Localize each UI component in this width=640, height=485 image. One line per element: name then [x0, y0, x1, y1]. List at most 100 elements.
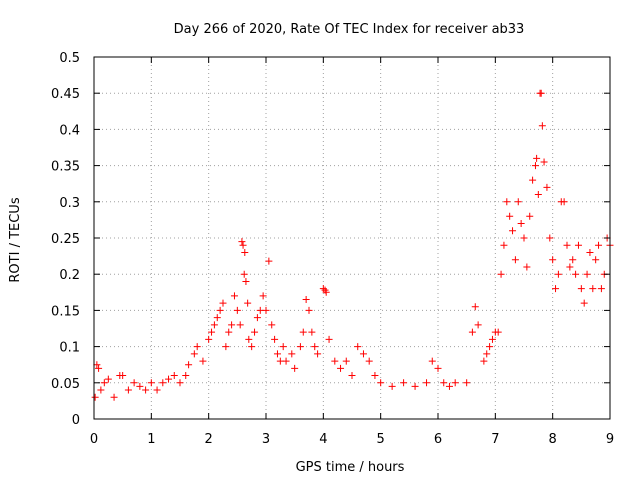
data-point	[153, 386, 161, 394]
data-point	[592, 256, 600, 264]
y-tick-labels: 0 0.05 0.1 0.15 0.2 0.25 0.3 0.35 0.4 0.45 0.5	[51, 51, 80, 428]
data-point	[288, 350, 296, 358]
data-point	[296, 343, 304, 351]
data-point	[142, 386, 150, 394]
data-point	[359, 350, 367, 358]
data-point	[93, 361, 101, 369]
x-tick-label: 5	[377, 432, 385, 447]
data-point	[509, 227, 517, 235]
chart-title: Day 266 of 2020, Rate Of TEC Index for r…	[174, 22, 525, 37]
data-point	[468, 328, 476, 336]
data-point	[388, 382, 396, 390]
data-point	[208, 328, 216, 336]
data-point	[236, 321, 244, 329]
data-point	[434, 364, 442, 372]
data-point	[423, 379, 431, 387]
data-point	[445, 382, 453, 390]
data-point	[119, 372, 127, 380]
data-point	[95, 364, 103, 372]
data-point	[213, 314, 221, 322]
data-point	[279, 343, 287, 351]
data-point	[225, 328, 233, 336]
data-point	[104, 375, 112, 383]
data-point	[543, 183, 551, 191]
data-point	[549, 256, 557, 264]
data-point	[97, 386, 105, 394]
data-point	[322, 288, 330, 296]
data-point	[560, 198, 568, 206]
grid	[94, 57, 610, 419]
data-point	[100, 379, 108, 387]
data-point	[314, 350, 322, 358]
data-point	[400, 379, 408, 387]
data-point	[574, 241, 582, 249]
data-point	[533, 154, 541, 162]
x-tick-label: 9	[606, 432, 614, 447]
data-point	[486, 343, 494, 351]
data-point	[463, 379, 471, 387]
data-point	[251, 328, 259, 336]
data-point	[580, 299, 588, 307]
data-point	[240, 270, 248, 278]
data-point	[563, 241, 571, 249]
data-point	[182, 372, 190, 380]
data-point	[529, 176, 537, 184]
data-point	[325, 335, 333, 343]
data-point	[136, 382, 144, 390]
data-point	[199, 357, 207, 365]
data-point	[483, 350, 491, 358]
data-point	[253, 314, 261, 322]
y-tick-label: 0.5	[59, 51, 80, 66]
data-point	[319, 285, 327, 293]
axis-ticks	[93, 56, 611, 420]
data-point	[233, 306, 241, 314]
y-tick-label: 0.15	[51, 304, 80, 319]
data-point	[506, 212, 514, 220]
data-point	[282, 357, 290, 365]
data-point	[589, 285, 597, 293]
data-point	[500, 241, 508, 249]
data-point	[222, 343, 230, 351]
data-point	[480, 357, 488, 365]
y-axis-label: ROTI / TECUs	[8, 197, 23, 282]
data-point	[110, 393, 118, 401]
x-tick-label: 0	[90, 432, 98, 447]
data-point	[471, 303, 479, 311]
data-point	[520, 234, 528, 242]
data-point	[147, 379, 155, 387]
data-point	[377, 379, 385, 387]
data-point	[299, 328, 307, 336]
data-point	[308, 328, 316, 336]
data-point	[302, 296, 310, 304]
data-point	[193, 343, 201, 351]
x-tick-labels: 0 1 2 3 4 5 6 7 8 9	[90, 432, 614, 447]
data-point	[514, 198, 522, 206]
x-tick-label: 8	[549, 432, 557, 447]
data-point	[259, 292, 267, 300]
data-point	[244, 299, 252, 307]
x-tick-label: 4	[319, 432, 327, 447]
data-point	[451, 379, 459, 387]
data-point	[577, 285, 585, 293]
data-point	[265, 257, 273, 265]
data-point	[91, 393, 99, 401]
y-tick-label: 0.3	[59, 196, 80, 211]
data-point	[474, 321, 482, 329]
x-axis-label: GPS time / hours	[296, 460, 405, 475]
data-point	[159, 379, 167, 387]
data-point	[228, 321, 236, 329]
data-point	[331, 357, 339, 365]
data-point	[537, 89, 545, 97]
data-point	[239, 241, 247, 249]
data-point	[245, 335, 253, 343]
x-tick-label: 1	[147, 432, 155, 447]
data-point	[503, 198, 511, 206]
data-point	[124, 386, 132, 394]
data-point	[262, 306, 270, 314]
data-point	[569, 256, 577, 264]
x-tick-label: 3	[262, 432, 270, 447]
data-point	[511, 256, 519, 264]
data-point	[554, 270, 562, 278]
